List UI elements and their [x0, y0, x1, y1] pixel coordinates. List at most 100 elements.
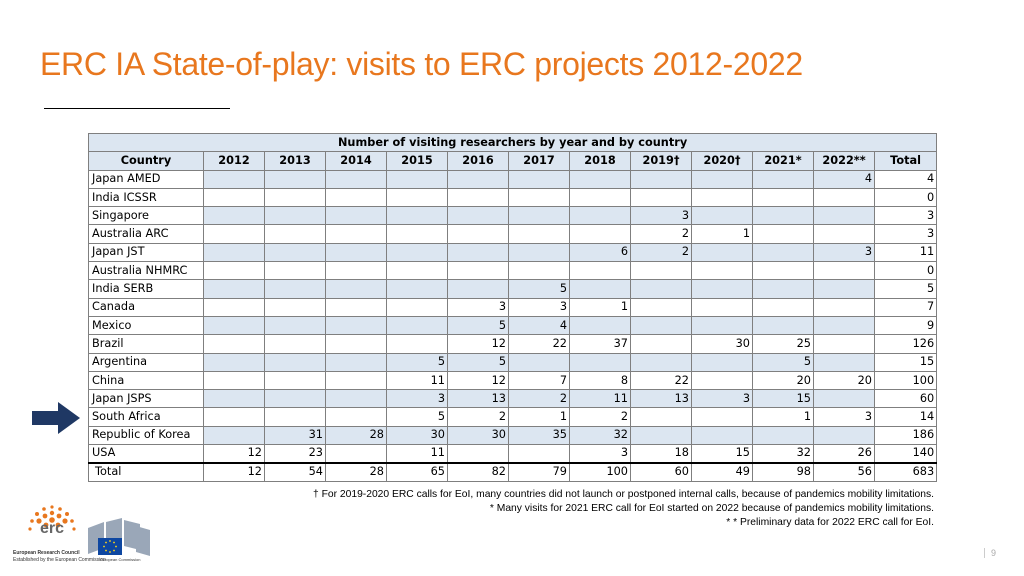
value-cell: 3	[569, 444, 631, 464]
column-header: 2012	[203, 151, 265, 171]
column-total-cell: 56	[813, 461, 875, 482]
table-row: South Africa 5 2 1 2 1 3 14	[88, 407, 938, 427]
value-cell: 2	[630, 242, 692, 263]
row-total-cell: 15	[873, 352, 938, 372]
value-cell	[752, 297, 814, 317]
value-cell: 5	[508, 279, 570, 299]
column-total-cell: 79	[508, 461, 570, 482]
table-row: Japan AMED 4 4	[88, 169, 938, 189]
value-cell	[447, 224, 509, 244]
table-row: Singapore 3 3	[88, 206, 938, 226]
country-cell: USA	[88, 444, 204, 464]
value-cell	[203, 169, 265, 189]
value-cell	[752, 425, 814, 446]
country-cell: Australia NHMRC	[88, 261, 204, 281]
value-cell	[569, 261, 631, 281]
table-caption: Number of visiting researchers by year a…	[87, 132, 938, 153]
country-cell: Japan AMED	[88, 169, 204, 189]
column-header: 2015	[386, 151, 448, 171]
value-cell	[508, 352, 570, 372]
value-cell	[630, 315, 692, 336]
value-cell	[691, 297, 753, 317]
value-cell	[325, 297, 387, 317]
value-cell	[203, 352, 265, 372]
value-cell	[203, 224, 265, 244]
country-cell: Japan JST	[88, 242, 204, 263]
total-label-cell: Total	[88, 461, 204, 482]
value-cell	[813, 261, 875, 281]
row-total-cell: 60	[873, 389, 938, 409]
value-cell: 32	[752, 444, 814, 464]
value-cell	[203, 261, 265, 281]
value-cell	[752, 187, 814, 208]
table-header-row: Country 2012 2013 2014 2015 2016 2017 2018 2019†…	[88, 151, 938, 171]
value-cell: 12	[447, 334, 509, 354]
value-cell	[264, 315, 326, 336]
value-cell	[752, 242, 814, 263]
value-cell	[813, 187, 875, 208]
value-cell	[813, 425, 875, 446]
value-cell: 13	[447, 389, 509, 409]
value-cell	[508, 261, 570, 281]
value-cell	[325, 279, 387, 299]
row-total-cell: 14	[873, 407, 938, 427]
value-cell	[508, 169, 570, 189]
value-cell: 1	[569, 297, 631, 317]
row-total-cell: 3	[873, 206, 938, 226]
value-cell: 11	[386, 370, 448, 391]
value-cell	[569, 279, 631, 299]
value-cell	[264, 169, 326, 189]
row-total-cell: 5	[873, 279, 938, 299]
column-total-cell: 60	[630, 461, 692, 482]
value-cell	[203, 425, 265, 446]
column-header: Total	[873, 151, 938, 171]
value-cell: 30	[447, 425, 509, 446]
row-total-cell: 11	[873, 242, 938, 263]
value-cell	[813, 315, 875, 336]
value-cell: 12	[447, 370, 509, 391]
row-total-cell: 7	[873, 297, 938, 317]
value-cell	[813, 352, 875, 372]
value-cell	[203, 334, 265, 354]
value-cell	[447, 261, 509, 281]
value-cell: 7	[508, 370, 570, 391]
value-cell	[569, 315, 631, 336]
value-cell: 2	[630, 224, 692, 244]
value-cell	[386, 261, 448, 281]
column-total-cell: 100	[569, 461, 631, 482]
column-total-cell: 82	[447, 461, 509, 482]
table-row: USA 12 23 11 3 18 15 32 26 140	[88, 444, 938, 464]
value-cell	[691, 279, 753, 299]
value-cell	[569, 169, 631, 189]
value-cell	[325, 444, 387, 464]
row-total-cell: 126	[873, 334, 938, 354]
value-cell: 3	[691, 389, 753, 409]
value-cell	[691, 242, 753, 263]
value-cell: 30	[691, 334, 753, 354]
value-cell	[691, 187, 753, 208]
value-cell: 2	[508, 389, 570, 409]
country-cell: South Africa	[88, 407, 204, 427]
value-cell	[691, 315, 753, 336]
value-cell	[447, 206, 509, 226]
erc-logo-icon	[28, 505, 76, 531]
value-cell	[508, 444, 570, 464]
value-cell	[447, 169, 509, 189]
value-cell	[325, 407, 387, 427]
value-cell: 13	[630, 389, 692, 409]
value-cell: 12	[203, 444, 265, 464]
value-cell	[386, 206, 448, 226]
value-cell	[203, 407, 265, 427]
value-cell	[508, 242, 570, 263]
country-cell: Australia ARC	[88, 224, 204, 244]
row-highlight-arrow-icon	[32, 402, 80, 434]
value-cell	[264, 389, 326, 409]
column-header: 2017	[508, 151, 570, 171]
value-cell: 22	[630, 370, 692, 391]
value-cell	[325, 315, 387, 336]
value-cell: 3	[447, 297, 509, 317]
country-cell: Brazil	[88, 334, 204, 354]
title-underline	[44, 108, 230, 109]
erc-logo-text: erc	[40, 520, 65, 537]
value-cell: 8	[569, 370, 631, 391]
